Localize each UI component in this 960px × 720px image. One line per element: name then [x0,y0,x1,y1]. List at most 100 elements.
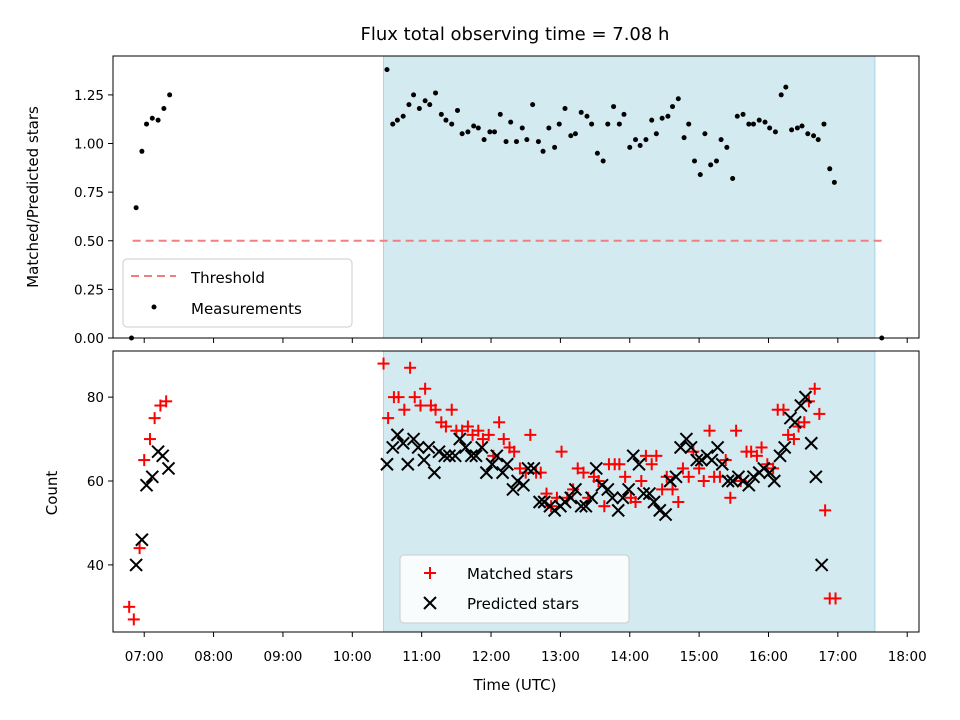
matched-star-point [524,428,537,441]
x-tick-label: 09:00 [263,649,302,665]
measurement-point [438,111,444,117]
count-legend-box [399,554,630,624]
measurement-point [503,139,509,145]
predicted-star-stroke-b [611,503,625,518]
predicted-star-stroke-b [636,486,651,501]
predicted-star-stroke-b [773,449,787,463]
predicted-star-stroke-b [495,465,510,480]
predicted-star-point [156,449,170,463]
predicted-star-point [809,470,823,484]
x-tick-label: 07:00 [125,649,164,665]
predicted-star-stroke-b [595,478,609,492]
matched-star-point [508,445,521,458]
predicted-star-stroke-b [411,440,425,455]
matched-star-point [382,412,395,425]
matched-star-point [414,399,427,412]
predicted-star-stroke-b [568,482,583,497]
predicted-star-point [479,465,494,480]
y-tick-label: 40 [87,558,104,574]
measurement-point [400,113,406,119]
matched-star-point [750,449,763,462]
predicted-star-stroke-b [642,486,657,501]
measurement-point [730,176,736,182]
measurement-point [167,92,173,98]
predicted-star-stroke-b [448,449,462,463]
predicted-star-point [510,474,525,488]
predicted-star-point [427,465,442,480]
predicted-star-stroke-b [746,470,761,484]
measurement-point [675,96,681,102]
predicted-star-stroke-b [742,478,756,492]
predicted-star-stroke-b [715,457,729,471]
matched-star-point [645,458,658,471]
predicted-star-point [725,474,740,488]
predicted-star-point [386,440,400,455]
matched-star-point [439,420,452,433]
predicted-star-stroke-b [804,436,818,450]
measurement-point [708,162,714,168]
predicted-star-stroke-b [500,457,514,471]
measurement-point [155,117,161,123]
measurement-point [691,158,697,164]
predicted-star-point [605,491,620,505]
predicted-star-point [632,457,646,471]
matched-star-point [404,361,417,374]
matched-star-point [829,592,842,605]
measurement-point [471,123,477,129]
predicted-star-point [721,474,735,488]
measurement-point [697,172,703,178]
matched-star-point [445,403,458,416]
predicted-star-point [788,415,802,430]
predicted-star-stroke-b [427,465,442,480]
measurement-point [772,129,778,135]
observing-window-shade [383,55,876,339]
predicted-star-stroke-b [589,461,603,476]
predicted-star-point [442,449,457,463]
measurement-point [718,137,724,143]
x-tick-label: 12:00 [472,649,511,665]
predicted-star-point [139,478,154,492]
y-tick-label: 0.50 [74,234,104,250]
measurement-point [594,150,600,156]
y-tick-label: 0.00 [74,331,104,347]
x-tick-label: 08:00 [194,649,233,665]
measurement-point [831,179,837,185]
measurement-point [394,117,400,123]
predicted-star-stroke-b [521,461,535,476]
predicted-star-point [574,499,588,513]
measurement-point [746,121,752,127]
measurement-point [530,102,536,108]
matched-star-point [133,542,146,555]
measurement-point [491,129,497,135]
predicted-star-stroke-b [601,482,615,497]
matched-star-point [697,475,710,488]
predicted-star-point [647,495,661,509]
predicted-star-stroke-b [547,503,562,518]
measurement-point [665,113,671,119]
matched-star-point [639,449,652,462]
predicted-star-stroke-b [705,453,719,467]
x-tick-label: 14:00 [610,649,649,665]
x-tick-label: 11:00 [402,649,441,665]
measurement-point [475,125,481,131]
predicted-star-stroke-b [129,558,143,572]
predicted-star-point [621,482,636,497]
predicted-star-stroke-b [658,507,673,522]
predicted-star-point [694,453,709,467]
predicted-star-stroke-b [469,449,483,463]
predicted-star-point [490,449,504,463]
measurement-point [702,131,708,137]
legend-matched-swatch [424,567,436,579]
predicted-star-point [804,436,818,450]
matched-star-point [682,470,695,483]
count-axes-frame [112,350,920,633]
predicted-star-stroke-b [438,449,452,463]
predicted-star-stroke-b [777,440,792,455]
matched-star-point [160,395,173,408]
y-tick-label: 60 [87,474,104,490]
predicted-star-point [558,495,572,509]
measurement-point [459,131,465,137]
matched-star-point [598,500,611,513]
matched-star-point [693,462,706,475]
predicted-star-point [710,440,725,455]
